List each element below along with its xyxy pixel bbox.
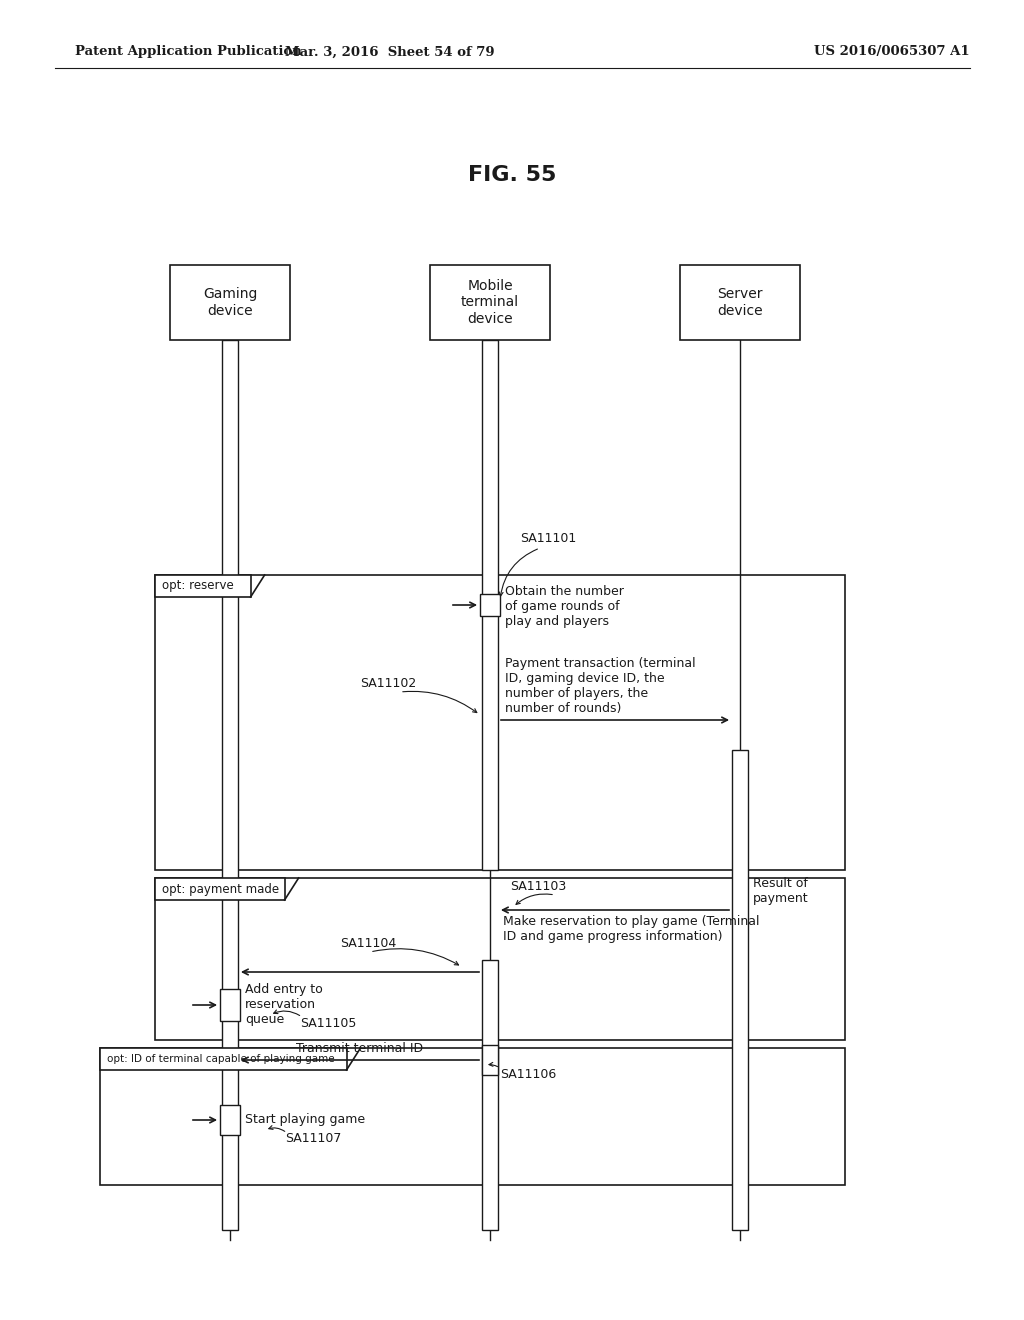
Bar bbox=[482, 341, 498, 870]
Text: SA11104: SA11104 bbox=[340, 937, 396, 950]
Bar bbox=[680, 265, 800, 341]
Text: SA11103: SA11103 bbox=[510, 880, 566, 894]
Text: opt: payment made: opt: payment made bbox=[162, 883, 280, 895]
Text: Patent Application Publication: Patent Application Publication bbox=[75, 45, 302, 58]
Bar bbox=[220, 1105, 240, 1135]
Bar bbox=[100, 1048, 845, 1185]
Text: opt: ID of terminal capable of playing game: opt: ID of terminal capable of playing g… bbox=[106, 1053, 335, 1064]
Text: Obtain the number
of game rounds of
play and players: Obtain the number of game rounds of play… bbox=[505, 585, 624, 628]
Text: Result of
payment: Result of payment bbox=[753, 876, 809, 906]
Text: SA11101: SA11101 bbox=[520, 532, 577, 545]
Bar bbox=[155, 878, 285, 900]
Text: Server
device: Server device bbox=[717, 288, 763, 318]
Bar bbox=[480, 594, 500, 616]
Bar bbox=[430, 265, 550, 341]
Bar bbox=[155, 576, 251, 597]
Text: SA11107: SA11107 bbox=[285, 1133, 341, 1144]
Text: US 2016/0065307 A1: US 2016/0065307 A1 bbox=[814, 45, 970, 58]
Bar bbox=[222, 341, 238, 1230]
Bar bbox=[155, 878, 845, 1040]
Text: SA11105: SA11105 bbox=[300, 1016, 356, 1030]
Text: Add entry to
reservation
queue: Add entry to reservation queue bbox=[245, 983, 323, 1027]
Text: Make reservation to play game (Terminal
ID and game progress information): Make reservation to play game (Terminal … bbox=[503, 915, 760, 942]
Bar bbox=[482, 960, 498, 1230]
Text: SA11106: SA11106 bbox=[500, 1068, 556, 1081]
Bar bbox=[100, 1048, 346, 1071]
Text: SA11102: SA11102 bbox=[360, 677, 416, 690]
Text: Payment transaction (terminal
ID, gaming device ID, the
number of players, the
n: Payment transaction (terminal ID, gaming… bbox=[505, 657, 695, 715]
Bar bbox=[732, 750, 748, 1230]
Bar bbox=[155, 576, 845, 870]
Text: opt: reserve: opt: reserve bbox=[162, 579, 233, 593]
Text: Start playing game: Start playing game bbox=[245, 1114, 366, 1126]
Text: Mobile
terminal
device: Mobile terminal device bbox=[461, 280, 519, 326]
Text: Mar. 3, 2016  Sheet 54 of 79: Mar. 3, 2016 Sheet 54 of 79 bbox=[286, 45, 495, 58]
Bar bbox=[482, 1045, 498, 1074]
Text: Gaming
device: Gaming device bbox=[203, 288, 257, 318]
Text: FIG. 55: FIG. 55 bbox=[468, 165, 556, 185]
Bar bbox=[170, 265, 290, 341]
Text: Transmit terminal ID: Transmit terminal ID bbox=[296, 1041, 424, 1055]
Bar bbox=[220, 989, 240, 1020]
